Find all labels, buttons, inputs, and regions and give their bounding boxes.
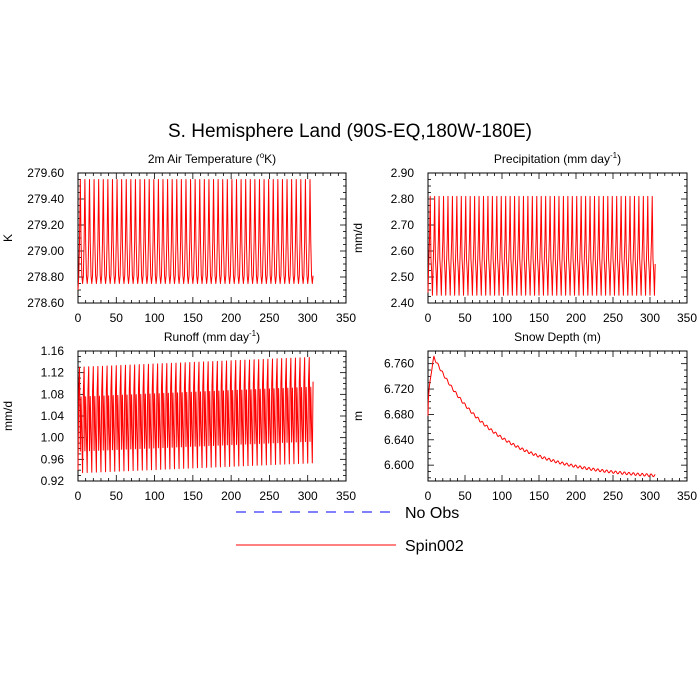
x-tick-label: 50 (110, 489, 124, 503)
y-tick-label: 2.70 (391, 218, 415, 232)
x-tick-label: 150 (529, 311, 549, 325)
series-line-spin002 (427, 195, 656, 296)
x-tick-label: 0 (425, 489, 432, 503)
y-tick-label: 1.16 (41, 344, 65, 358)
y-axis-label: m (351, 411, 365, 421)
y-tick-label: 2.90 (391, 166, 415, 180)
x-tick-label: 200 (221, 311, 241, 325)
y-axis-label: mm/d (351, 223, 365, 253)
x-tick-label: 250 (259, 311, 279, 325)
y-tick-label: 6.600 (384, 458, 414, 472)
y-tick-label: 2.40 (391, 296, 415, 310)
y-tick-label: 1.12 (41, 366, 65, 380)
y-tick-label: 0.92 (41, 474, 65, 488)
x-tick-label: 250 (259, 489, 279, 503)
y-tick-label: 6.640 (384, 433, 414, 447)
x-tick-label: 50 (110, 311, 124, 325)
x-tick-label: 150 (183, 311, 203, 325)
panel-runoff: Runoff (mm day-1) 0 50 100 150 200 250 300 350 0.… (1, 329, 356, 503)
y-axis-label: mm/d (1, 401, 15, 431)
y-tick-label: 1.00 (41, 431, 65, 445)
x-tick-label: 250 (603, 489, 623, 503)
y-tick-label: 2.60 (391, 244, 415, 258)
y-tick-label: 278.80 (27, 270, 64, 284)
panel-title: Precipitation (mm day-1) (494, 151, 621, 166)
plot-frame (427, 350, 688, 482)
panel-air-temperature: 2m Air Temperature (oK) 0 50 100 150 200 250 30… (1, 151, 356, 325)
series-line-spin002 (427, 355, 656, 478)
y-tick-label: 279.40 (27, 192, 64, 206)
series-line-spin002 (77, 356, 314, 474)
y-tick-label: 0.96 (41, 452, 65, 466)
panel-snow-depth: Snow Depth (m) 0 50 100 150 200 250 300 350 6.600… (351, 330, 697, 503)
legend: No Obs Spin002 (236, 505, 464, 555)
x-tick-label: 100 (145, 311, 165, 325)
y-tick-label: 2.50 (391, 270, 415, 284)
x-tick-label: 300 (640, 489, 660, 503)
x-tick-label: 100 (145, 489, 165, 503)
x-tick-label: 350 (336, 489, 356, 503)
legend-label-no-obs: No Obs (405, 505, 459, 522)
y-tick-label: 1.08 (41, 387, 65, 401)
y-tick-label: 279.00 (27, 244, 64, 258)
x-tick-label: 0 (75, 489, 82, 503)
x-tick-label: 250 (603, 311, 623, 325)
x-tick-label: 300 (298, 311, 318, 325)
y-tick-label: 2.80 (391, 192, 415, 206)
legend-label-spin002: Spin002 (405, 538, 464, 555)
series-line-spin002 (77, 179, 314, 291)
x-tick-label: 300 (640, 311, 660, 325)
x-tick-label: 50 (458, 489, 472, 503)
x-tick-label: 150 (183, 489, 203, 503)
panel-title: 2m Air Temperature (oK) (148, 151, 276, 166)
y-axis-label: K (1, 234, 15, 242)
y-tick-label: 278.60 (27, 296, 64, 310)
x-tick-label: 200 (566, 489, 586, 503)
x-tick-label: 200 (566, 311, 586, 325)
x-tick-label: 100 (492, 489, 512, 503)
x-tick-label: 50 (458, 311, 472, 325)
x-tick-label: 300 (298, 489, 318, 503)
x-tick-label: 0 (425, 311, 432, 325)
panel-precipitation: Precipitation (mm day-1) 0 50 100 150 200 250 3… (351, 151, 697, 325)
y-tick-label: 1.04 (41, 409, 65, 423)
y-tick-label: 6.680 (384, 407, 414, 421)
x-tick-label: 0 (75, 311, 82, 325)
x-tick-label: 100 (492, 311, 512, 325)
x-tick-label: 350 (677, 311, 697, 325)
x-tick-label: 350 (677, 489, 697, 503)
x-tick-label: 200 (221, 489, 241, 503)
figure-title: S. Hemisphere Land (90S-EQ,180W-180E) (168, 121, 532, 142)
x-tick-label: 150 (529, 489, 549, 503)
panel-title: Runoff (mm day-1) (164, 329, 260, 344)
x-tick-label: 350 (336, 311, 356, 325)
panel-title: Snow Depth (m) (514, 330, 601, 344)
y-tick-label: 6.760 (384, 357, 414, 371)
y-tick-label: 279.60 (27, 166, 64, 180)
y-tick-label: 6.720 (384, 382, 414, 396)
y-tick-label: 279.20 (27, 218, 64, 232)
